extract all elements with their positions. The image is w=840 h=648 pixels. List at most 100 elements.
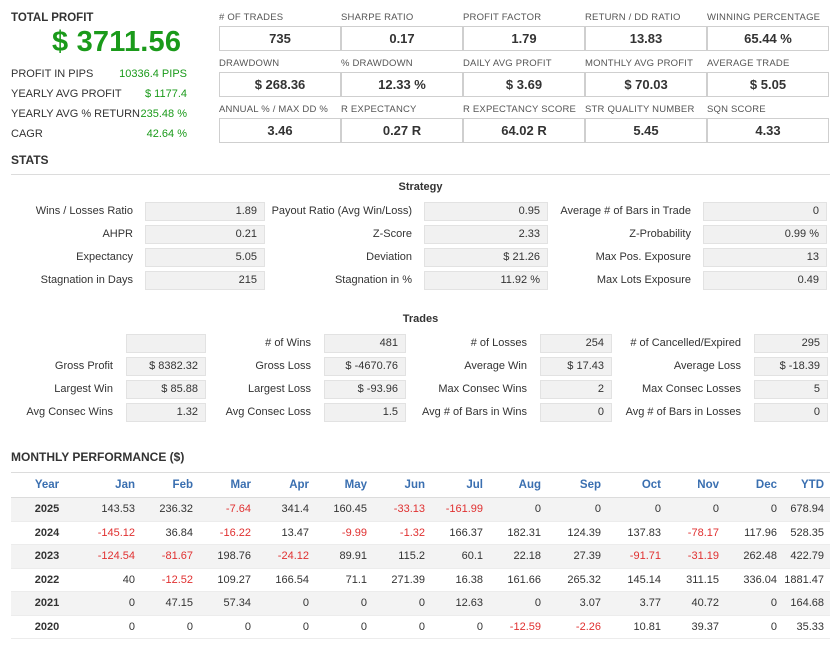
month-value-cell: 0 [489, 591, 547, 616]
month-value-cell: 115.2 [373, 544, 431, 569]
stat-label: Avg # of Bars in Losses [625, 406, 741, 418]
column-header: Dec [725, 472, 783, 498]
summary-value: 10336.4 PIPS [119, 68, 187, 80]
metric-card: SQN SCORE 4.33 [707, 104, 829, 143]
month-value-cell: 0 [725, 497, 783, 522]
month-value-cell: 60.1 [431, 544, 489, 569]
year-cell: 2020 [11, 615, 83, 639]
month-value-cell: -91.71 [607, 544, 667, 569]
column-header: Apr [257, 472, 315, 498]
metric-card: R EXPECTANCY 0.27 R [341, 104, 463, 143]
table-row: 2020 0 0 0 0 0 0 0 -12.59 -2.26 10.81 39.37 0 35.33 [11, 615, 830, 639]
stat-label: Max Consec Losses [641, 383, 741, 395]
stat-value: $ 8382.32 [126, 357, 206, 376]
month-value-cell: 422.79 [783, 544, 830, 569]
metric-label: DAILY AVG PROFIT [463, 58, 552, 69]
stat-value: 2.33 [424, 225, 548, 244]
metric-card: PROFIT FACTOR 1.79 [463, 12, 585, 51]
month-value-cell: 89.91 [315, 544, 373, 569]
metric-value: $ 3.69 [463, 72, 585, 97]
month-value-cell: 117.96 [725, 521, 783, 545]
month-value-cell: 166.37 [431, 521, 489, 545]
month-value-cell: 0 [315, 591, 373, 616]
metric-card: WINNING PERCENTAGE 65.44 % [707, 12, 829, 51]
metric-card: R EXPECTANCY SCORE 64.02 R [463, 104, 585, 143]
month-value-cell: 109.27 [199, 568, 257, 592]
metric-value: 0.17 [341, 26, 463, 51]
month-value-cell: -12.52 [141, 568, 199, 592]
month-value-cell: -78.17 [667, 521, 725, 545]
year-cell: 2024 [11, 521, 83, 545]
stat-label: # of Cancelled/Expired [630, 337, 741, 349]
month-value-cell: 0 [83, 615, 141, 639]
stat-value: 5 [754, 380, 828, 399]
month-value-cell: -1.32 [373, 521, 431, 545]
stat-value: $ 17.43 [540, 357, 612, 376]
month-value-cell: 40.72 [667, 591, 725, 616]
metric-value: 64.02 R [463, 118, 585, 143]
month-value-cell: -9.99 [315, 521, 373, 545]
column-header: Sep [547, 472, 607, 498]
total-profit-value: $ 3711.56 [52, 26, 182, 58]
total-profit-label: TOTAL PROFIT [11, 12, 94, 24]
month-value-cell: 262.48 [725, 544, 783, 569]
summary-label: YEARLY AVG % RETURN [11, 108, 140, 120]
summary-label: YEARLY AVG PROFIT [11, 88, 122, 100]
month-value-cell: 13.47 [257, 521, 315, 545]
stat-value: $ 21.26 [424, 248, 548, 267]
month-value-cell: 0 [725, 615, 783, 639]
summary-row-pips: PROFIT IN PIPS 10336.4 PIPS [11, 68, 187, 80]
stat-label: Z-Score [372, 228, 412, 240]
month-value-cell: -31.19 [667, 544, 725, 569]
metric-value: 65.44 % [707, 26, 829, 51]
trades-title: Trades [402, 313, 439, 325]
stat-value: 0.49 [703, 271, 827, 290]
metric-label: R EXPECTANCY [341, 104, 417, 115]
metric-card: STR QUALITY NUMBER 5.45 [585, 104, 707, 143]
month-value-cell: 198.76 [199, 544, 257, 569]
metric-label: SHARPE RATIO [341, 12, 414, 23]
metric-label: R EXPECTANCY SCORE [463, 104, 577, 115]
metric-label: WINNING PERCENTAGE [707, 12, 821, 23]
metric-value: 0.27 R [341, 118, 463, 143]
month-value-cell: -81.67 [141, 544, 199, 569]
table-row: 2024 -145.12 36.84 -16.22 13.47 -9.99 -1.32 166… [11, 521, 830, 545]
month-value-cell: 678.94 [783, 497, 830, 522]
month-value-cell: -2.26 [547, 615, 607, 639]
summary-row-cagr: CAGR 42.64 % [11, 128, 187, 140]
stat-value: 1.89 [145, 202, 265, 221]
month-value-cell: 3.07 [547, 591, 607, 616]
metric-label: SQN SCORE [707, 104, 766, 115]
stat-value: $ -4670.76 [324, 357, 406, 376]
stat-value: 0.95 [424, 202, 548, 221]
month-value-cell: 12.63 [431, 591, 489, 616]
month-value-cell: -124.54 [83, 544, 141, 569]
summary-value: 235.48 % [140, 108, 187, 120]
column-header: May [315, 472, 373, 498]
month-value-cell: 47.15 [141, 591, 199, 616]
stat-value: 1.5 [324, 403, 406, 422]
month-value-cell: 71.1 [315, 568, 373, 592]
column-header: Feb [141, 472, 199, 498]
summary-label: PROFIT IN PIPS [11, 68, 94, 80]
metric-value: 735 [219, 26, 341, 51]
stat-label: Deviation [366, 251, 412, 263]
monthly-performance-title: MONTHLY PERFORMANCE ($) [11, 450, 185, 464]
table-row: 2022 40 -12.52 109.27 166.54 71.1 271.39 16.38 1… [11, 568, 830, 592]
stat-value: 5.05 [145, 248, 265, 267]
metric-label: MONTHLY AVG PROFIT [585, 58, 694, 69]
month-value-cell: 0 [547, 497, 607, 522]
metric-card: DAILY AVG PROFIT $ 3.69 [463, 58, 585, 97]
table-row: 2021 0 47.15 57.34 0 0 0 12.63 0 3.07 3.77 40.72 0 16… [11, 591, 830, 616]
month-value-cell: 166.54 [257, 568, 315, 592]
month-value-cell: 27.39 [547, 544, 607, 569]
month-value-cell: 0 [257, 591, 315, 616]
year-cell: 2021 [11, 591, 83, 616]
stat-value: 0 [703, 202, 827, 221]
column-header: Jun [373, 472, 431, 498]
month-value-cell: 22.18 [489, 544, 547, 569]
month-value-cell: 265.32 [547, 568, 607, 592]
month-value-cell: 164.68 [783, 591, 830, 616]
stat-label: Max Consec Wins [438, 383, 527, 395]
month-value-cell: 0 [373, 591, 431, 616]
